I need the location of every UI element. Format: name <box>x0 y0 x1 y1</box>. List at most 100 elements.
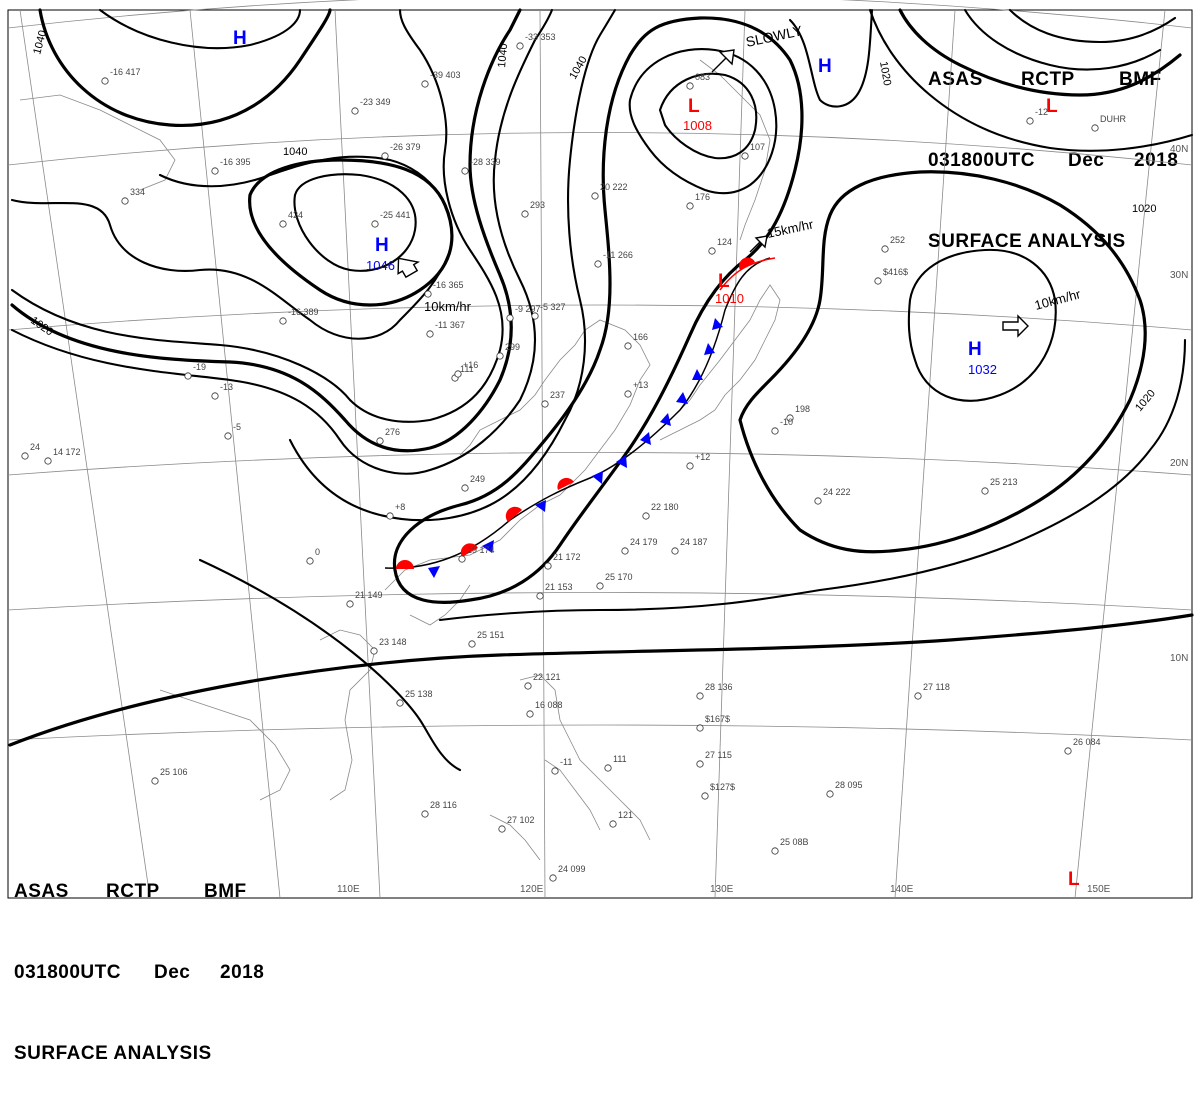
station-observation-label: 121 <box>618 810 633 820</box>
station-observation-label: 166 <box>633 332 648 342</box>
station-observation-label: 27 115 <box>705 750 732 760</box>
station-symbol-icon <box>351 107 359 115</box>
station-observation-label: -16 395 <box>220 157 251 167</box>
station-observation-label: 14 172 <box>53 447 81 457</box>
station-observation-label: -23 349 <box>360 97 391 107</box>
lat-label: 40N <box>1170 144 1188 155</box>
isobar-label: 1020 <box>877 60 893 86</box>
station-symbol-icon <box>21 452 29 460</box>
station-observation-label: 22 121 <box>533 672 561 682</box>
station-observation-label: 237 <box>550 390 565 400</box>
station-symbol-icon <box>621 547 629 555</box>
station-symbol-icon <box>211 167 219 175</box>
station-observation-label: 107 <box>750 142 765 152</box>
station-symbol-icon <box>421 810 429 818</box>
station-symbol-icon <box>44 457 52 465</box>
station-observation-label: 424 <box>288 210 303 220</box>
station-symbol-icon <box>536 592 544 600</box>
station-symbol-icon <box>370 647 378 655</box>
low-center-marker: L <box>1068 869 1080 890</box>
isobar-label: 1020 <box>28 315 55 339</box>
weather-map: 1040 1040 1040 1040 1020 1020 1020 1020 <box>7 0 1194 899</box>
station-symbol-icon <box>524 682 532 690</box>
station-observation-label: 293 <box>530 200 545 210</box>
header-line-1: ASAS RCTP BMF <box>14 881 247 902</box>
station-symbol-icon <box>686 462 694 470</box>
station-symbol-icon <box>224 432 232 440</box>
station-observation-label: +12 <box>695 452 710 462</box>
station-symbol-icon <box>701 792 709 800</box>
station-observation-label: -16 365 <box>433 280 464 290</box>
warm-front-line <box>719 257 776 291</box>
station-observation-label: -26 379 <box>390 142 421 152</box>
station-symbol-icon <box>696 760 704 768</box>
station-observation-label: 27 102 <box>507 815 535 825</box>
low-center-marker: L <box>688 96 700 117</box>
station-observation-label: -11 <box>560 757 572 767</box>
high-center-marker: H <box>375 235 389 256</box>
high-center-marker: H <box>968 339 982 360</box>
station-observation-label: -12 <box>1035 107 1048 117</box>
motion-arrow-icon <box>749 235 768 253</box>
station-observation-label: 111 <box>460 364 474 374</box>
lat-label: 30N <box>1170 270 1188 281</box>
station-observation-label: 22 180 <box>651 502 679 512</box>
station-observation-label: -28 339 <box>470 157 501 167</box>
station-observation-label: DUHR <box>1100 114 1126 124</box>
low-center-marker: L <box>718 271 730 292</box>
station-observation-label: 25 151 <box>477 630 505 640</box>
station-symbol-icon <box>541 400 549 408</box>
station-observation-label: 24 187 <box>680 537 708 547</box>
station-symbol-icon <box>396 699 404 707</box>
high-center-value: 1046 <box>366 258 395 273</box>
station-symbol-icon <box>211 392 219 400</box>
high-center-marker: H <box>233 28 247 49</box>
station-observation-label: -11 266 <box>603 250 633 260</box>
frontal-system <box>384 257 776 578</box>
station-symbol-icon <box>741 152 749 160</box>
station-observation-label: 28 136 <box>705 682 733 692</box>
station-observation-label: 21 149 <box>355 590 383 600</box>
station-observation-label: 24 222 <box>823 487 851 497</box>
station-symbol-icon <box>346 600 354 608</box>
high-center-marker: H <box>818 56 832 77</box>
station-symbol-icon <box>624 390 632 398</box>
isobar-label: 1040 <box>496 43 510 68</box>
station-observation-label: 20 222 <box>600 182 628 192</box>
station-observation-label: 124 <box>717 237 732 247</box>
station-observation-label: 24 099 <box>558 864 586 874</box>
station-symbol-icon <box>424 290 432 298</box>
station-observation-label: 24 <box>30 442 40 452</box>
station-symbol-icon <box>279 220 287 228</box>
station-observation-label: -11 367 <box>435 320 465 330</box>
station-symbol-icon <box>881 245 889 253</box>
station-observation-label: $416$ <box>883 267 908 277</box>
graticule <box>7 0 1193 899</box>
isobar-labels: 1040 1040 1040 1040 1020 1020 1020 1020 <box>28 29 1158 414</box>
station-observation-label: -19 <box>193 362 206 372</box>
station-observation-label: 27 118 <box>923 682 950 692</box>
station-observation-label: -33 353 <box>525 32 556 42</box>
station-symbol-icon <box>376 437 384 445</box>
station-symbol-icon <box>421 80 429 88</box>
station-symbol-icon <box>121 197 129 205</box>
station-observation-label: $127$ <box>710 782 735 792</box>
motion-arrow-icon <box>711 49 735 73</box>
isobars <box>8 8 1194 772</box>
station-symbol-icon <box>506 314 514 322</box>
station-symbol-icon <box>468 640 476 648</box>
station-symbol-icon <box>544 562 552 570</box>
station-symbol-icon <box>696 724 704 732</box>
station-symbol-icon <box>696 692 704 700</box>
station-symbol-icon <box>549 874 557 882</box>
station-symbol-icon <box>814 497 822 505</box>
station-symbol-icon <box>426 330 434 338</box>
station-observation-label: 19 174 <box>467 545 495 555</box>
station-observation-label: 21 172 <box>553 552 581 562</box>
lat-label: 10N <box>1170 653 1188 664</box>
station-symbol-icon <box>786 414 794 422</box>
warm-front-symbols <box>396 257 755 569</box>
header-line-3: SURFACE ANALYSIS <box>14 1043 212 1064</box>
station-symbol-icon <box>771 847 779 855</box>
motion-label: 10km/hr <box>1033 286 1083 313</box>
